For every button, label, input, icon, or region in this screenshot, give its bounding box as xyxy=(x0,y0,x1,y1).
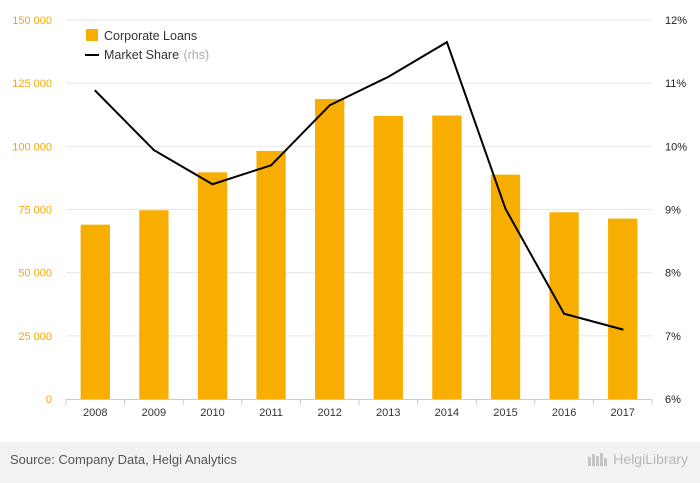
footer: Source: Company Data, Helgi Analytics He… xyxy=(0,442,700,483)
right-tick-label: 6% xyxy=(665,394,681,406)
bar xyxy=(432,115,462,400)
line-point xyxy=(445,41,448,44)
right-tick-label: 10% xyxy=(665,141,687,153)
left-tick-label: 25 000 xyxy=(18,331,52,343)
x-tick-label: 2008 xyxy=(83,407,107,419)
x-tick-label: 2009 xyxy=(142,407,166,419)
x-tick-label: 2011 xyxy=(259,407,283,419)
right-tick-label: 7% xyxy=(665,331,681,343)
left-tick-label: 150 000 xyxy=(12,15,52,27)
line-point xyxy=(563,312,566,315)
line-point xyxy=(270,164,273,167)
left-tick-label: 125 000 xyxy=(12,78,52,90)
market-share-line xyxy=(94,40,623,331)
line-point xyxy=(621,328,624,331)
x-tick-label: 2017 xyxy=(610,407,634,419)
left-tick-label: 100 000 xyxy=(12,141,52,153)
legend: Corporate Loans Market Share (rhs) xyxy=(85,29,209,63)
bar xyxy=(139,210,169,399)
bar xyxy=(80,224,110,399)
brand-name: HelgiLibrary xyxy=(613,451,688,467)
bar xyxy=(256,150,286,399)
legend-market-share-note: (rhs) xyxy=(183,48,209,62)
x-tick-label: 2012 xyxy=(317,407,341,419)
right-y-axis: 6% 7% 8% 9% 10% 11% 12% xyxy=(665,15,687,406)
left-y-axis: 0 25 000 50 000 75 000 100 000 125 000 150 000 xyxy=(12,15,52,406)
legend-label-market-share[interactable]: Market Share (rhs) xyxy=(104,46,209,63)
legend-swatch-corporate-loans[interactable] xyxy=(86,29,98,41)
x-tick-label: 2013 xyxy=(376,407,400,419)
x-axis: 2008 2009 2010 2011 2012 2013 2014 2015 2016 2017 xyxy=(65,399,653,419)
left-tick-label: 75 000 xyxy=(18,205,52,217)
bar xyxy=(315,99,345,400)
left-tick-label: 50 000 xyxy=(18,268,52,280)
x-tick-label: 2014 xyxy=(435,407,459,419)
bar xyxy=(549,212,579,399)
line-point xyxy=(152,149,155,152)
right-tick-label: 9% xyxy=(665,205,681,217)
library-icon xyxy=(588,453,608,466)
line-series xyxy=(94,40,624,331)
x-tick-label: 2010 xyxy=(200,407,224,419)
source-text: Source: Company Data, Helgi Analytics xyxy=(10,452,237,467)
right-tick-label: 11% xyxy=(665,78,686,90)
chart: 2008 2009 2010 2011 2012 2013 2014 2015 2016 2017… xyxy=(12,15,687,419)
legend-market-share-name: Market Share xyxy=(104,48,179,62)
right-tick-label: 12% xyxy=(665,15,687,27)
left-tick-label: 0 xyxy=(46,394,52,406)
right-tick-label: 8% xyxy=(665,268,681,280)
x-tick-label: 2016 xyxy=(552,407,576,419)
legend-label-corporate-loans[interactable]: Corporate Loans xyxy=(104,29,197,43)
bar xyxy=(490,174,521,399)
bar-series xyxy=(80,99,638,400)
line-point xyxy=(94,89,97,92)
line-point xyxy=(211,183,214,186)
bar xyxy=(373,116,403,399)
brand-logo[interactable]: HelgiLibrary xyxy=(587,451,688,467)
bar xyxy=(197,172,228,399)
line-point xyxy=(387,75,390,78)
line-point xyxy=(504,207,507,210)
x-tick-label: 2015 xyxy=(493,407,517,419)
line-point xyxy=(328,104,331,107)
bar xyxy=(608,218,638,399)
